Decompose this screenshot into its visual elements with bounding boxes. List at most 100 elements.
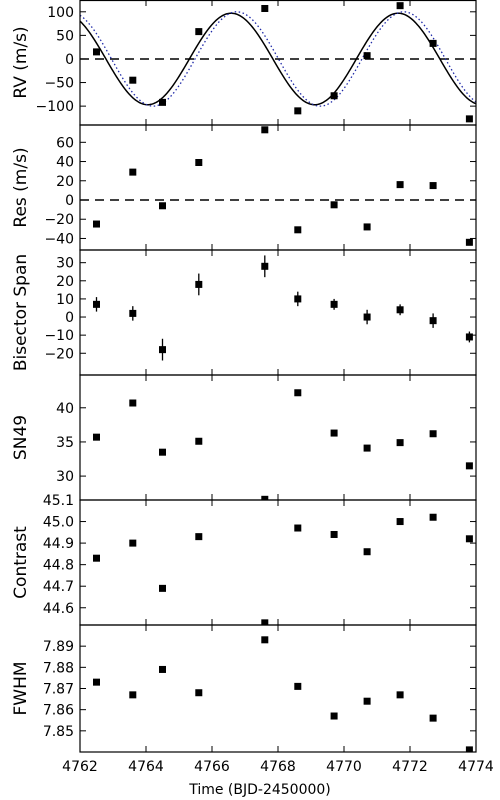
data-point [396, 2, 404, 10]
data-point [363, 548, 371, 556]
data-point [429, 430, 437, 438]
panel-frame [79, 499, 477, 626]
data-point [465, 462, 473, 470]
y-tick-label: 45.1 [43, 493, 74, 509]
data-point [93, 300, 100, 308]
model-curve-alt [80, 11, 476, 107]
data-point [195, 159, 203, 166]
data-point [429, 39, 437, 47]
y-tick-label: 40 [56, 155, 74, 171]
data-point [93, 678, 100, 686]
data-point [129, 309, 137, 317]
panel-frame [79, 124, 477, 251]
panel-4: 30 35 40 SN49 [11, 374, 477, 501]
data-point [129, 691, 137, 699]
panel-frame [79, 0, 477, 126]
y-axis-label: Res (m/s) [11, 147, 31, 227]
y-axis-label: FWHM [11, 661, 31, 715]
data-point [294, 524, 302, 532]
y-axis-label: Bisector Span [11, 254, 31, 371]
panel-3: −20 −10 0 10 20 30 Bisector Span [11, 249, 477, 376]
y-tick-label: −20 [44, 346, 74, 362]
panel-6: 7.85 7.86 7.87 7.88 7.89 FWHM [11, 624, 477, 753]
x-axis: 4762 4764 4766 4768 4770 4772 4774 [62, 759, 494, 775]
data-point [294, 295, 302, 303]
y-tick-label: 0 [65, 193, 74, 209]
y-tick-label: −50 [44, 76, 74, 92]
y-tick-label: 20 [56, 174, 74, 190]
data-point [429, 714, 437, 722]
data-point [129, 76, 137, 84]
data-point [429, 182, 437, 190]
data-point [330, 712, 338, 720]
y-tick-label: 44.8 [43, 558, 74, 574]
x-tick-label: 4766 [194, 759, 230, 775]
x-tick-label: 4768 [260, 759, 296, 775]
data-point [330, 429, 338, 437]
x-tick-label: 4764 [128, 759, 164, 775]
data-point [261, 636, 269, 644]
y-axis-label: RV (m/s) [11, 26, 31, 98]
data-point [465, 746, 473, 752]
data-point [396, 518, 404, 526]
data-point [261, 262, 269, 270]
x-tick-label: 4774 [458, 759, 494, 775]
y-tick-label: 7.87 [43, 682, 74, 698]
panel-frame [79, 624, 477, 753]
data-point [294, 682, 302, 690]
panel-2: −40 −20 0 20 40 60 Res (m/s) [11, 124, 477, 251]
y-tick-label: 20 [56, 274, 74, 290]
y-tick-label: −10 [44, 328, 74, 344]
data-point [261, 495, 269, 500]
y-tick-label: 7.85 [43, 724, 74, 740]
panel-5: 44.6 44.7 44.8 44.9 45.0 45.1 Contrast [11, 493, 477, 626]
y-tick-label: 10 [56, 292, 74, 308]
data-point [93, 220, 100, 228]
y-tick-label: 44.7 [43, 579, 74, 595]
data-point [159, 665, 166, 673]
x-axis-label: Time (BJD-2450000) [188, 782, 331, 798]
data-point [129, 168, 137, 176]
data-point [159, 98, 166, 106]
data-point [261, 126, 269, 134]
data-point [465, 333, 473, 341]
y-tick-label: 44.9 [43, 536, 74, 552]
data-point [195, 28, 203, 36]
y-tick-label: 0 [65, 310, 74, 326]
data-point [195, 689, 203, 697]
data-point [396, 439, 404, 447]
y-tick-label: 0 [65, 52, 74, 68]
y-tick-label: 7.86 [43, 703, 74, 719]
x-tick-label: 4770 [326, 759, 362, 775]
y-tick-label: 7.89 [43, 639, 74, 655]
data-point [294, 389, 302, 397]
data-point [429, 513, 437, 521]
data-point [159, 448, 166, 456]
y-tick-label: 50 [56, 28, 74, 44]
data-point [465, 535, 473, 543]
y-tick-label: 45.0 [43, 515, 74, 531]
y-axis-label: SN49 [11, 415, 31, 460]
data-point [93, 48, 100, 56]
x-tick-label: 4772 [392, 759, 428, 775]
data-point [195, 437, 203, 445]
data-point [429, 317, 437, 325]
data-point [465, 238, 473, 246]
data-point [129, 399, 137, 407]
data-point [93, 433, 100, 441]
data-point [363, 52, 371, 60]
y-tick-label: −40 [44, 231, 74, 247]
y-tick-label: 35 [56, 435, 74, 451]
y-tick-label: 30 [56, 469, 74, 485]
data-point [195, 280, 203, 288]
panel-1: −100 −50 0 50 100 RV (m/s) [11, 0, 477, 126]
y-tick-label: 7.88 [43, 660, 74, 676]
y-tick-label: 30 [56, 256, 74, 272]
y-tick-label: 40 [56, 401, 74, 417]
panel-frame [79, 249, 477, 376]
data-point [330, 530, 338, 538]
data-point [363, 444, 371, 452]
data-point [396, 306, 404, 314]
